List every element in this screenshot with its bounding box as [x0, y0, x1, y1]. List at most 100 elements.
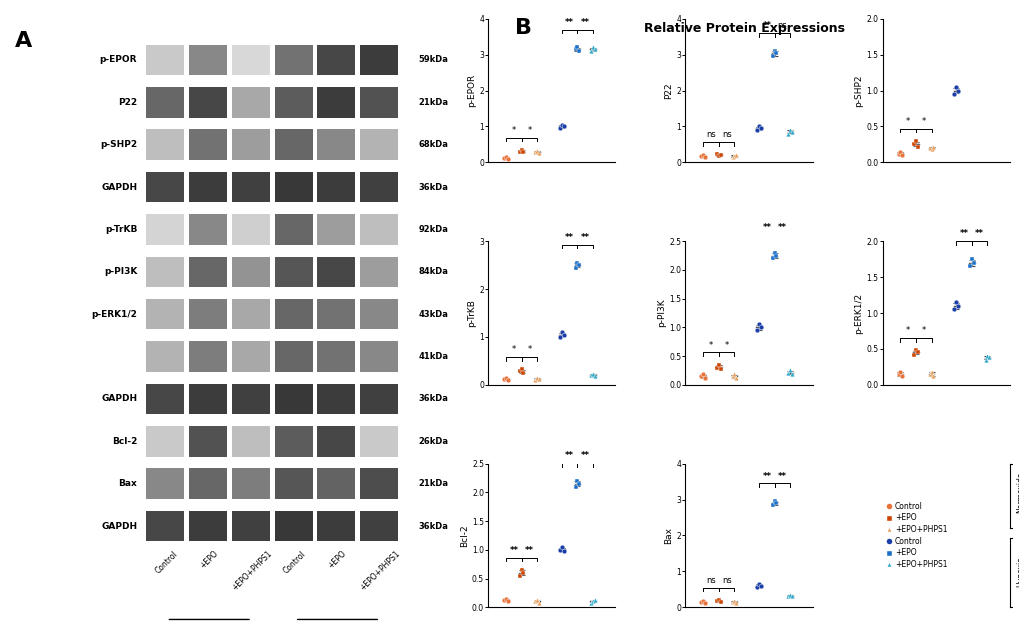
Point	[748, 582, 764, 592]
Point	[784, 369, 800, 379]
Point	[728, 598, 744, 608]
Bar	[231, 468, 270, 499]
Point	[782, 590, 798, 600]
Point	[499, 375, 516, 385]
Text: **: **	[580, 18, 589, 27]
Bar	[274, 257, 313, 287]
Text: P22: P22	[118, 98, 138, 107]
Point	[569, 43, 585, 53]
Text: p-SHP2: p-SHP2	[100, 140, 138, 149]
Y-axis label: Bax: Bax	[664, 527, 673, 544]
Point	[892, 146, 908, 156]
Bar	[360, 468, 397, 499]
Text: GAPDH: GAPDH	[101, 521, 138, 530]
Point	[723, 152, 740, 162]
Bar	[317, 130, 355, 160]
Point	[892, 367, 908, 377]
Point	[586, 44, 602, 54]
Text: **: **	[761, 21, 770, 30]
Point	[553, 542, 570, 552]
Point	[963, 0, 979, 6]
Text: **: **	[777, 471, 787, 481]
Text: **: **	[761, 223, 770, 232]
Point	[583, 370, 599, 380]
Bar	[360, 87, 397, 118]
Bar	[360, 130, 397, 160]
Point	[530, 148, 546, 158]
Text: ns: ns	[721, 576, 731, 585]
Text: 68kDa: 68kDa	[418, 140, 448, 149]
Bar	[360, 172, 397, 202]
Point	[764, 254, 781, 264]
Text: **: **	[525, 546, 533, 555]
Point	[946, 304, 962, 314]
Legend: Control, +EPO, +EPO+PHPS1, Control, +EPO, +EPO+PHPS1: Control, +EPO, +EPO+PHPS1, Control, +EPO…	[886, 502, 947, 569]
Bar	[317, 511, 355, 541]
Point	[782, 366, 798, 376]
Point	[905, 349, 921, 359]
Point	[767, 250, 784, 260]
Point	[780, 128, 796, 138]
Text: **: **	[959, 229, 968, 239]
Point	[551, 123, 568, 133]
Text: **: **	[580, 451, 589, 460]
Point	[890, 369, 906, 379]
Text: Control: Control	[281, 549, 308, 575]
Point	[515, 568, 531, 578]
Point	[726, 151, 742, 161]
Point	[947, 82, 963, 92]
Point	[924, 141, 941, 151]
Point	[553, 327, 570, 337]
Bar	[146, 468, 184, 499]
Text: *: *	[723, 341, 729, 349]
Bar	[231, 257, 270, 287]
Point	[553, 120, 570, 130]
Point	[499, 154, 516, 164]
Point	[530, 598, 546, 608]
Point	[921, 143, 937, 153]
Text: 92kDa: 92kDa	[418, 225, 448, 234]
Bar	[274, 87, 313, 118]
Text: 84kDa: 84kDa	[418, 267, 448, 276]
Point	[694, 150, 710, 160]
Point	[512, 146, 528, 156]
Point	[894, 150, 910, 160]
Point	[513, 565, 529, 575]
Bar	[231, 384, 270, 414]
Point	[571, 479, 587, 489]
Point	[728, 150, 744, 160]
Point	[527, 597, 543, 607]
Point	[750, 319, 766, 329]
Bar	[189, 44, 227, 75]
Point	[567, 262, 583, 272]
Point	[513, 364, 529, 374]
Bar	[317, 214, 355, 245]
Text: *: *	[708, 341, 712, 349]
Point	[784, 127, 800, 137]
Bar	[274, 384, 313, 414]
Point	[909, 347, 925, 357]
Text: *: *	[905, 116, 910, 126]
Point	[693, 597, 709, 607]
Point	[767, 498, 784, 508]
Point	[586, 371, 602, 381]
Bar	[146, 511, 184, 541]
Bar	[317, 341, 355, 372]
Bar	[274, 172, 313, 202]
Point	[495, 153, 512, 163]
Point	[961, 0, 977, 9]
Y-axis label: p-TrKB: p-TrKB	[467, 299, 476, 327]
Bar	[274, 468, 313, 499]
Text: 26kDa: 26kDa	[418, 437, 448, 446]
Bar	[231, 214, 270, 245]
Bar	[146, 214, 184, 245]
Point	[922, 367, 938, 377]
Point	[752, 123, 768, 133]
Y-axis label: p-PI3K: p-PI3K	[656, 299, 665, 327]
Point	[584, 369, 600, 379]
Point	[978, 0, 995, 9]
Point	[696, 598, 712, 608]
Bar	[189, 384, 227, 414]
Bar	[146, 384, 184, 414]
Point	[978, 351, 995, 361]
